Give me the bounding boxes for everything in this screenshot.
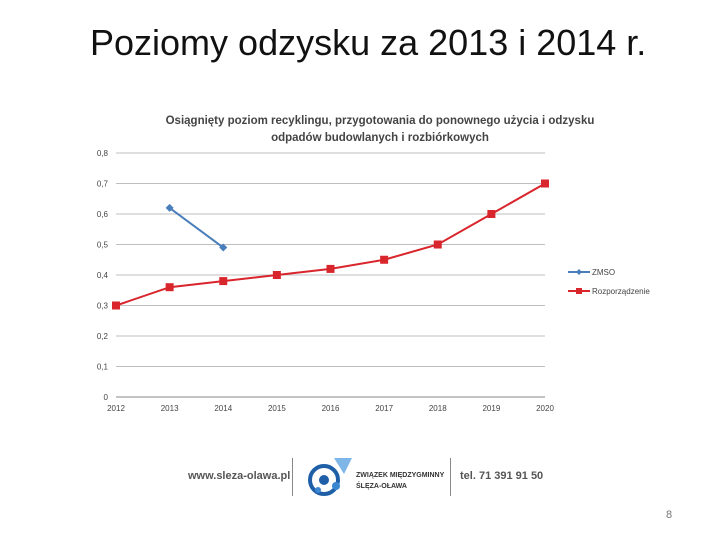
data-point-square — [272, 271, 281, 279]
data-point-square — [433, 240, 442, 249]
union-logo-icon — [308, 458, 352, 496]
data-point-square — [380, 255, 389, 264]
data-point-diamond — [219, 243, 228, 252]
x-tick-label: 2019 — [482, 404, 500, 413]
x-tick-label: 2016 — [322, 404, 340, 413]
legend-label: Rozporządzenie — [592, 287, 650, 296]
legend-marker — [576, 288, 582, 294]
y-tick-label: 0,5 — [97, 241, 109, 250]
x-tick-label: 2015 — [268, 404, 286, 413]
y-tick-label: 0,6 — [97, 210, 109, 219]
y-tick-label: 0,4 — [97, 271, 109, 280]
x-tick-label: 2017 — [375, 404, 393, 413]
footer-divider — [450, 458, 451, 496]
data-point-square — [487, 210, 496, 218]
footer-bar: www.sleza-olawa.pl ZWIĄZEK MIĘDZYGMINNY … — [180, 452, 560, 502]
x-tick-label: 2020 — [536, 404, 554, 413]
y-tick-label: 0,3 — [97, 302, 109, 311]
data-point-square — [219, 277, 228, 286]
data-point-diamond — [165, 203, 174, 212]
org-line2: ŚLĘZA-OŁAWA — [356, 483, 407, 490]
y-tick-label: 0,2 — [97, 332, 109, 341]
y-tick-label: 0,8 — [97, 149, 109, 158]
y-tick-label: 0 — [104, 393, 109, 402]
data-point-square — [112, 301, 120, 310]
organization-name: ZWIĄZEK MIĘDZYGMINNY ŚLĘZA-OŁAWA — [356, 470, 446, 492]
x-tick-label: 2012 — [107, 404, 125, 413]
y-tick-label: 0,1 — [97, 363, 109, 372]
legend-marker — [576, 269, 582, 275]
data-point-square — [326, 264, 335, 273]
page-number: 8 — [666, 509, 673, 521]
y-axis-ticks: 0 0,1 0,2 0,3 0,4 0,5 0,6 0,7 0,8 — [97, 149, 109, 402]
website-link[interactable]: www.sleza-olawa.pl — [188, 470, 291, 482]
data-point-square — [165, 283, 174, 292]
chart-series — [112, 179, 549, 310]
x-tick-label: 2018 — [429, 404, 447, 413]
data-point-square — [541, 179, 549, 188]
x-axis-ticks: 2012 2013 2014 2015 2016 2017 2018 2019 2020 — [107, 404, 554, 413]
phone-number: tel. 71 391 91 50 — [460, 470, 544, 482]
chart-gridlines — [116, 152, 545, 398]
slide-title: Poziomy odzysku za 2013 i 2014 r. — [90, 22, 647, 63]
series-line-zmso — [169, 207, 224, 249]
chart-legend: ZMSO Rozporządzenie — [568, 268, 650, 296]
x-tick-label: 2014 — [214, 404, 232, 413]
chart-title-line2: odpadów budowlanych i rozbiórkowych — [271, 132, 489, 144]
y-tick-label: 0,7 — [97, 180, 109, 189]
x-tick-label: 2013 — [161, 404, 179, 413]
footer-divider — [292, 458, 293, 496]
legend-label: ZMSO — [592, 268, 615, 277]
org-line1: ZWIĄZEK MIĘDZYGMINNY — [356, 472, 445, 479]
chart-title-line1: Osiągnięty poziom recyklingu, przygotowa… — [166, 115, 595, 127]
recovery-level-chart: Osiągnięty poziom recyklingu, przygotowa… — [97, 115, 650, 413]
